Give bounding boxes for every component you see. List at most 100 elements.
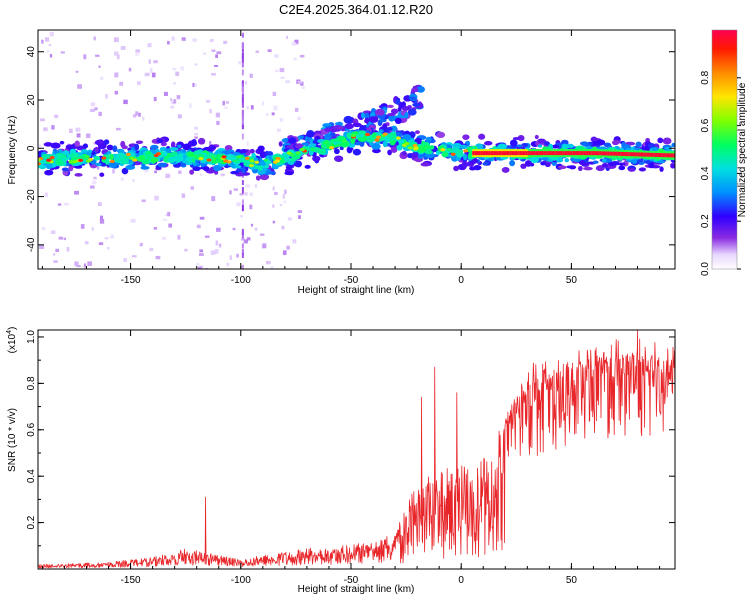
spectrogram-heatmap [38,32,675,269]
spectrogram-ridge-cell [334,155,344,162]
spectrogram-ridge-cell [670,163,675,169]
spectrogram-ridge-cell [264,160,273,165]
spectrogram-noise-cell [196,262,200,266]
spectrogram-streak-cell [241,69,244,73]
spectrogram-noise-cell [76,265,81,268]
spectrogram-ridge-cell [61,167,69,172]
spectrogram-noise-cell [153,60,158,64]
spectrogram-noise-cell [171,36,175,41]
spectrogram-band-core [572,151,576,156]
spectrogram-noise-cell [151,72,156,78]
spectrogram-noise-cell [137,81,141,85]
spectrogram-noise-cell [77,84,83,89]
spectrogram-noise-cell [283,200,287,204]
spectrogram-noise-cell [272,91,277,97]
spectrogram-streak-cell [241,265,244,269]
spectrogram-noise-cell [279,117,284,122]
spectrogram-noise-cell [249,192,254,196]
spectrogram-noise-cell [153,96,157,102]
spectrogram-ridge-cell [397,139,405,144]
spectrogram-noise-cell [259,233,265,236]
spectrogram-hotspot [295,151,301,155]
spectrogram-noise-cell [276,128,282,132]
spectrogram-noise-cell [120,177,124,181]
spectrogram-ridge-cell [352,122,362,128]
spectrogram-band-core [522,151,526,156]
spectrogram-band-core [578,151,582,156]
spectrogram-noise-cell [293,57,297,61]
spectrogram-hotspot [153,153,159,158]
spectrogram-noise-cell [47,49,50,53]
spectrogram-ridge-cell [617,162,626,166]
spectrogram-band-core [496,151,500,156]
spectrogram-noise-cell [273,105,278,111]
spectrogram-noise-cell [116,127,121,131]
spectrogram-noise-cell [80,224,85,229]
spectrogram-noise-cell [94,107,98,111]
spectrogram-noise-cell [135,49,141,53]
spectrogram-ridge-cell [371,142,381,150]
spectrogram-ridge-cell [512,136,520,141]
spectrogram-ridge-cell [152,157,159,163]
spectrogram-noise-cell [97,202,102,206]
spectrogram-streak-cell [241,124,244,130]
spectrogram-ridge-cell [338,126,343,130]
spectrogram-noise-cell [63,202,69,206]
spectrogram-branch-cell [394,117,402,125]
spectrogram-noise-cell [246,106,249,110]
spectrogram-noise-cell [44,192,48,198]
spectrogram-noise-cell [49,32,54,37]
spectrogram-ridge-cell [391,125,398,132]
spectrogram-streak-cell [241,57,244,63]
spectrogram-band-core [607,151,611,156]
spectrogram-noise-cell [154,195,159,201]
spectrogram-hotspot [404,142,410,146]
spectrogram-ridge-cell [462,134,470,140]
spectrogram-noise-cell [163,91,168,96]
spectrogram-ridge-cell [170,141,176,149]
spectrogram-noise-cell [52,253,56,256]
spectrogram-ridge-cell [121,145,128,150]
spectrogram-band-core [657,153,661,158]
spectrogram-band-core [511,151,516,156]
spectrogram-noise-cell [215,54,218,59]
spectrogram-noise-cell [172,67,177,71]
spectrogram-ridge-cell [368,141,374,146]
spectrogram-ridge-cell [214,170,219,175]
spectrogram-ridge-cell [285,164,293,170]
spectrogram-band-core [636,152,640,157]
spectrogram-hotspot [101,156,107,160]
spectrogram-ridge-cell [364,117,370,123]
spectrogram-band-core [559,151,563,156]
spectrogram-ridge-cell [483,141,493,146]
spectrogram-noise-cell [285,80,291,84]
spectrogram-streak-cell [241,83,244,87]
spectrogram-noise-cell [285,35,289,40]
spectrogram-ridge-cell [288,137,297,144]
spectrogram-noise-cell [301,86,305,89]
spectrogram-ridge-cell [372,148,381,154]
spectrogram-noise-cell [141,199,146,203]
spectrogram-noise-cell [272,186,275,191]
spectrogram-band-core [474,151,479,156]
spectrogram-hotspot [254,160,260,164]
spectrogram-ridge-cell [257,145,265,152]
spectrogram-noise-cell [131,255,137,258]
spectrogram-ridge-cell [348,142,356,148]
spectrogram-ridge-cell [323,127,333,132]
spectrogram-noise-cell [154,170,158,174]
spectrogram-noise-cell [243,239,248,244]
spectrogram-branch-cell [408,96,417,101]
spectrogram-noise-cell [148,59,151,64]
spectrogram-hotspot [351,133,357,138]
spectrogram-ridge-cell [469,166,476,171]
spectrogram-ridge-cell [415,130,420,135]
spectrogram-branch-cell [360,112,366,119]
spectrogram-noise-cell [184,248,188,252]
spectrogram-noise-cell [57,203,62,206]
spectrogram-ridge-cell [502,168,508,172]
spectrogram-hotspot [329,146,335,150]
spectrogram-band-core [615,151,619,156]
spectrogram-ridge-cell [156,139,163,143]
